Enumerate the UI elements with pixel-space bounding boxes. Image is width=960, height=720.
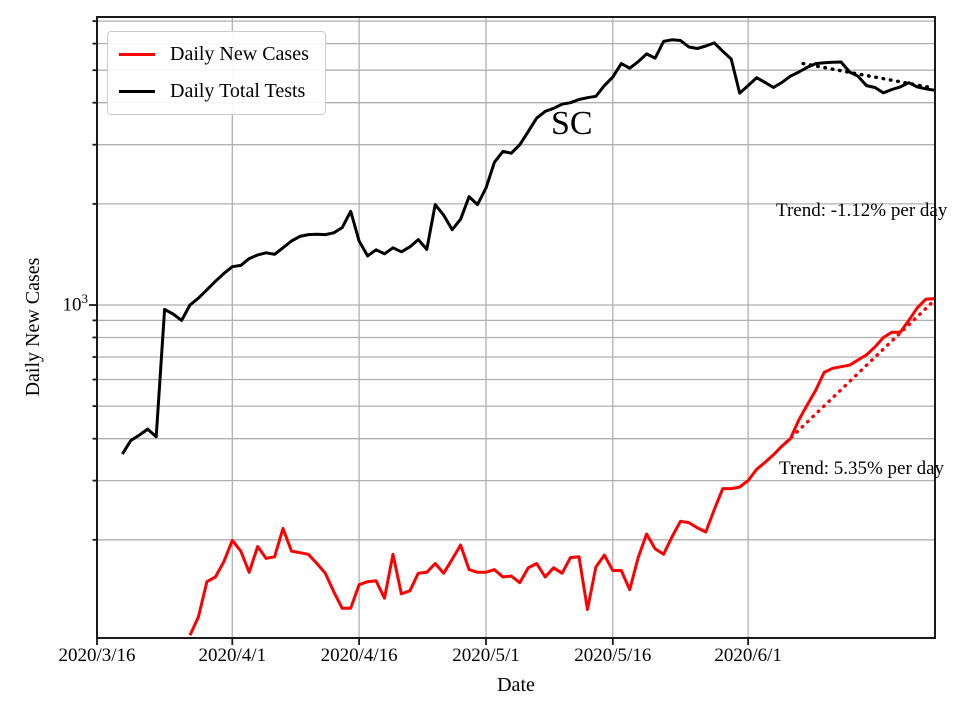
x-tick-label: 2020/3/16 — [58, 645, 136, 666]
series-line-daily-new-cases-trend-fit — [784, 300, 935, 444]
series-line-daily-new-cases — [188, 297, 935, 636]
y-major-tick-exponent: 3 — [81, 291, 89, 307]
legend-label-daily-new-cases: Daily New Cases — [170, 43, 309, 65]
legend-line-red — [119, 53, 155, 56]
legend-line-black — [119, 90, 155, 93]
x-tick-label: 2020/5/16 — [574, 645, 652, 666]
y-axis-label: Daily New Cases — [22, 257, 44, 397]
x-axis-label: Date — [497, 674, 535, 696]
x-tick-label: 2020/5/1 — [452, 645, 520, 666]
x-tick-label: 2020/4/16 — [320, 645, 398, 666]
y-major-tick-label: 103 — [63, 291, 89, 316]
series-line-daily-total-tests — [121, 38, 935, 455]
x-tick-label: 2020/4/1 — [198, 645, 267, 666]
tests-trend-annotation: Trend: -1.12% per day — [776, 200, 948, 221]
state-annotation: SC — [551, 105, 593, 142]
y-major-tick-base: 10 — [62, 294, 82, 316]
cases-trend-annotation: Trend: 5.35% per day — [779, 458, 944, 479]
legend-label-daily-total-tests: Daily Total Tests — [170, 80, 306, 102]
plot-border — [96, 16, 936, 639]
legend-item-daily-total-tests: Daily Total Tests — [119, 80, 309, 103]
legend: Daily New Cases Daily Total Tests — [107, 31, 326, 115]
legend-item-daily-new-cases: Daily New Cases — [119, 43, 309, 66]
series-line-daily-total-tests-trend-fit — [801, 61, 935, 90]
x-tick-label: 2020/6/1 — [714, 645, 782, 666]
